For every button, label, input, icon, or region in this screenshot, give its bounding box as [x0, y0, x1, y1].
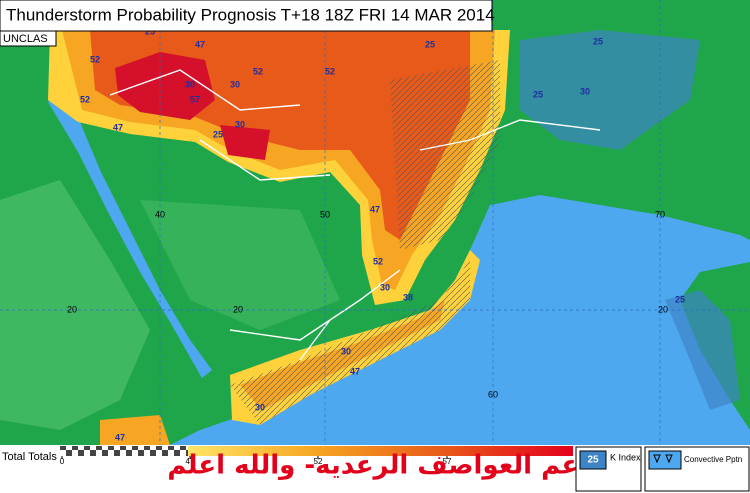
contour-label: 52 — [373, 256, 383, 266]
legend-title: Total Totals — [2, 451, 57, 463]
contour-label: 25 — [425, 39, 435, 49]
contour-label: 38 — [403, 292, 413, 302]
colorbar-ticks: 0 47 52 57 — [60, 456, 452, 466]
longitude-label: 50 — [320, 209, 330, 219]
convective-label: Convective Pptn — [684, 455, 742, 464]
colorbar-low — [60, 446, 188, 456]
contour-label: 30 — [235, 119, 245, 129]
graticule — [0, 0, 750, 445]
contour-label: 25 — [593, 36, 603, 46]
red-sea — [48, 95, 212, 378]
contour-label: 47 — [350, 366, 360, 376]
k-index-swatch — [579, 450, 607, 470]
contour-label: 30 — [580, 86, 590, 96]
contour-label: 30 — [230, 79, 240, 89]
title-box — [0, 0, 493, 32]
contour-label: 25 — [213, 129, 223, 139]
contour-label: 52 — [80, 94, 90, 104]
map-labels: 40 50 60 70 20 20 20 25 52 57 52 47 30 52 30 52 47 30 47 52… — [67, 26, 685, 457]
contour-label: 47 — [370, 204, 380, 214]
contour-label: 30 — [255, 402, 265, 412]
convective-hatch — [390, 60, 500, 250]
k-index-value: 25 — [587, 455, 599, 466]
contour-label: 47 — [113, 122, 123, 132]
latitude-label: 20 — [67, 304, 77, 314]
k-index-label: K Index — [610, 452, 641, 462]
k-index-area — [520, 30, 700, 150]
classification-box — [0, 30, 57, 47]
contour-label: 25 — [675, 294, 685, 304]
colorbar-tick-label: 0 — [60, 457, 65, 466]
contour-label: 52 — [90, 54, 100, 64]
classification: UNCLAS — [3, 33, 48, 45]
watermark: دعم العواصف الرعديه- والله اعلم — [167, 451, 592, 481]
convective-hatch — [230, 260, 470, 425]
contour-label: 25 — [533, 89, 543, 99]
convective-swatch — [648, 450, 682, 470]
land-light — [140, 200, 340, 330]
colorbar-tick-label: 57 — [443, 457, 452, 466]
contour-label: 30 — [185, 79, 195, 89]
k-index-area — [665, 290, 740, 410]
contour-label: 52 — [325, 66, 335, 76]
contour-label: 57 — [190, 94, 200, 104]
borders — [109, 69, 601, 361]
contour-label: 47 — [115, 432, 125, 442]
longitude-label: 40 — [155, 209, 165, 219]
colorbar — [188, 446, 573, 456]
latitude-label: 20 — [658, 304, 668, 314]
land-light — [0, 180, 150, 430]
longitude-label: 70 — [655, 209, 665, 219]
convective-symbol — [653, 454, 673, 464]
longitude-label: 60 — [488, 389, 498, 399]
colorbar-tick-label: 52 — [314, 457, 323, 466]
tt-52-africa — [100, 415, 170, 445]
title: Thunderstorm Probability Prognosis T+18 … — [6, 5, 495, 24]
contour-label: 30 — [341, 346, 351, 356]
contour-label: 47 — [195, 39, 205, 49]
contour-label: 30 — [380, 282, 390, 292]
contour-label: 52 — [253, 66, 263, 76]
latitude-label: 20 — [233, 304, 243, 314]
colorbar-tick-label: 47 — [186, 457, 195, 466]
